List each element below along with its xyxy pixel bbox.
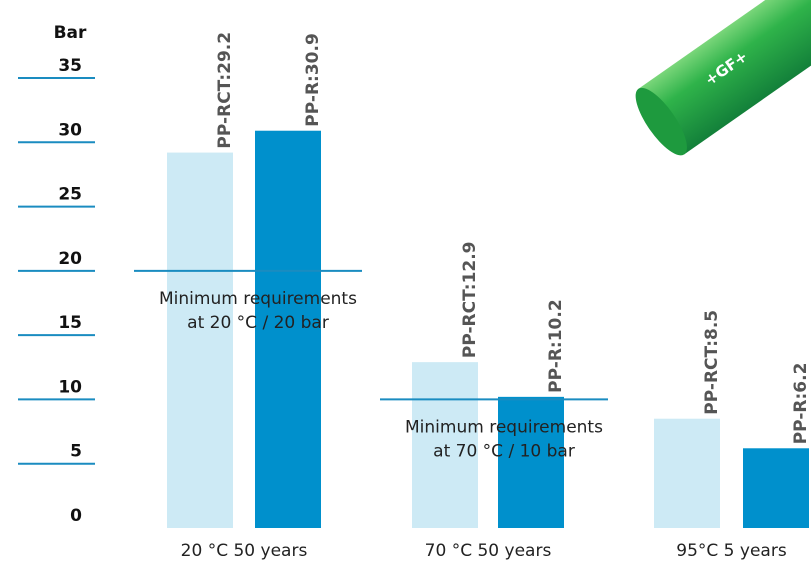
bar <box>412 362 478 528</box>
value-label: PP-RCT:8.5 <box>702 310 722 415</box>
bar <box>255 130 321 528</box>
y-tick-label: 5 <box>70 442 82 462</box>
value-label: PP-R:30.9 <box>303 33 323 127</box>
value-label: PP-RCT:12.9 <box>460 241 480 358</box>
reference-label: Minimum requirements <box>159 289 357 309</box>
reference-label: at 70 °C / 10 bar <box>433 441 575 461</box>
bar <box>498 396 564 528</box>
pipe-body <box>638 0 811 155</box>
y-tick-label: 0 <box>70 506 82 526</box>
y-tick-label: 30 <box>58 120 82 140</box>
reference-label: Minimum requirements <box>405 417 603 437</box>
x-tick-label: 95°C 5 years <box>676 541 787 561</box>
y-tick-label: 35 <box>58 56 82 76</box>
y-tick-label: 15 <box>58 313 82 333</box>
value-label: PP-R:6.2 <box>791 363 811 445</box>
pipe-end <box>635 87 687 156</box>
value-label: PP-RCT:29.2 <box>215 32 235 149</box>
y-tick-label: 25 <box>58 185 82 205</box>
y-axis-label: Bar <box>54 23 87 43</box>
x-tick-label: 70 °C 50 years <box>425 541 552 561</box>
x-tick-label: 20 °C 50 years <box>181 541 308 561</box>
bar <box>654 418 720 528</box>
y-tick-label: 20 <box>58 249 82 269</box>
bar <box>167 152 233 529</box>
reference-label: at 20 °C / 20 bar <box>187 313 329 333</box>
y-tick-label: 10 <box>58 377 82 397</box>
bar <box>743 448 809 528</box>
pipe-image: +GF+ <box>635 0 811 156</box>
value-label: PP-R:10.2 <box>546 299 566 393</box>
